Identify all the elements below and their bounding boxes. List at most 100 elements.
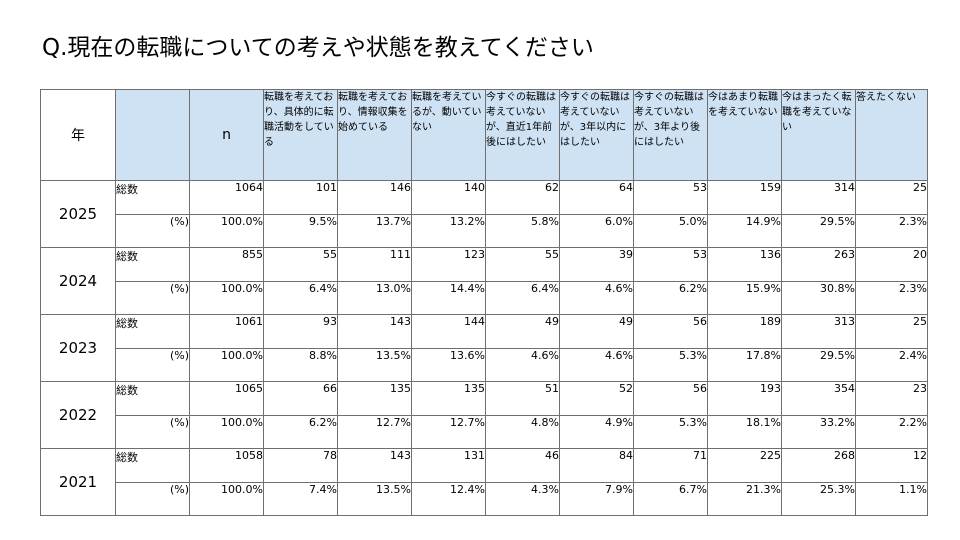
n-percent-cell: 100.0% xyxy=(189,348,264,382)
count-cell: 46 xyxy=(485,448,560,483)
n-percent-cell: 100.0% xyxy=(189,482,264,516)
count-cell: 146 xyxy=(337,180,412,215)
count-label-cell: 総数 xyxy=(115,247,190,282)
count-cell: 20 xyxy=(855,247,928,282)
count-cell: 193 xyxy=(707,381,782,416)
page-title: Q.現在の転職についての考えや状態を教えてください xyxy=(42,35,594,61)
count-cell: 55 xyxy=(485,247,560,282)
percent-cell: 7.4% xyxy=(263,482,338,516)
year-cell: 2023 xyxy=(40,314,116,382)
year-cell: 2021 xyxy=(40,448,116,516)
percent-label-cell: (%) xyxy=(115,482,190,516)
count-cell: 52 xyxy=(559,381,634,416)
percent-cell: 4.6% xyxy=(559,281,634,315)
percent-cell: 4.8% xyxy=(485,415,560,449)
percent-cell: 5.0% xyxy=(633,214,708,248)
n-count-cell: 1065 xyxy=(189,381,264,416)
label-column-header xyxy=(115,89,190,181)
percent-cell: 6.4% xyxy=(263,281,338,315)
count-cell: 135 xyxy=(337,381,412,416)
count-cell: 101 xyxy=(263,180,338,215)
percent-cell: 13.6% xyxy=(411,348,486,382)
count-cell: 62 xyxy=(485,180,560,215)
count-cell: 263 xyxy=(781,247,856,282)
table-row-percent: (%) 100.0% 6.2% 12.7% 12.7% 4.8% 4.9% 5.3% 18.1%… xyxy=(41,415,928,449)
percent-cell: 13.5% xyxy=(337,348,412,382)
count-cell: 143 xyxy=(337,314,412,349)
percent-cell: 29.5% xyxy=(781,348,856,382)
n-percent-cell: 100.0% xyxy=(189,281,264,315)
percent-cell: 12.7% xyxy=(337,415,412,449)
count-cell: 313 xyxy=(781,314,856,349)
percent-cell: 4.6% xyxy=(485,348,560,382)
percent-cell: 5.3% xyxy=(633,415,708,449)
count-cell: 189 xyxy=(707,314,782,349)
count-cell: 136 xyxy=(707,247,782,282)
survey-table: 年 n 転職を考えており、具体的に転職活動をしている 転職を考えており、情報収集… xyxy=(40,89,928,516)
count-cell: 56 xyxy=(633,314,708,349)
column-header: 転職を考えているが、動いていない xyxy=(411,89,486,181)
count-cell: 51 xyxy=(485,381,560,416)
column-header: 今すぐの転職は考えていないが、直近1年前後にはしたい xyxy=(485,89,560,181)
percent-cell: 18.1% xyxy=(707,415,782,449)
percent-cell: 1.1% xyxy=(855,482,928,516)
n-count-cell: 1064 xyxy=(189,180,264,215)
table-row-percent: (%) 100.0% 8.8% 13.5% 13.6% 4.6% 4.6% 5.3% 17.8%… xyxy=(41,348,928,382)
count-cell: 23 xyxy=(855,381,928,416)
count-cell: 268 xyxy=(781,448,856,483)
count-label-cell: 総数 xyxy=(115,314,190,349)
percent-cell: 7.9% xyxy=(559,482,634,516)
count-cell: 55 xyxy=(263,247,338,282)
percent-cell: 5.8% xyxy=(485,214,560,248)
n-percent-cell: 100.0% xyxy=(189,415,264,449)
survey-table-body: 2025 総数 1064 101 146 140 62 64 53 159 314 25 (%) 100.… xyxy=(40,180,928,516)
n-column-header: n xyxy=(189,89,264,181)
percent-cell: 17.8% xyxy=(707,348,782,382)
percent-cell: 4.3% xyxy=(485,482,560,516)
count-cell: 25 xyxy=(855,314,928,349)
table-row-count: 2024 総数 855 55 111 123 55 39 53 136 263 20 xyxy=(40,247,928,315)
count-cell: 354 xyxy=(781,381,856,416)
percent-cell: 12.7% xyxy=(411,415,486,449)
count-cell: 78 xyxy=(263,448,338,483)
count-cell: 53 xyxy=(633,247,708,282)
count-cell: 25 xyxy=(855,180,928,215)
percent-cell: 6.7% xyxy=(633,482,708,516)
count-cell: 314 xyxy=(781,180,856,215)
year-cell: 2024 xyxy=(40,247,116,315)
percent-cell: 6.0% xyxy=(559,214,634,248)
count-cell: 53 xyxy=(633,180,708,215)
count-cell: 135 xyxy=(411,381,486,416)
count-label-cell: 総数 xyxy=(115,448,190,483)
count-cell: 140 xyxy=(411,180,486,215)
year-cell: 2022 xyxy=(40,381,116,449)
table-row-percent: (%) 100.0% 9.5% 13.7% 13.2% 5.8% 6.0% 5.0% 14.9%… xyxy=(41,214,928,248)
count-cell: 93 xyxy=(263,314,338,349)
percent-cell: 13.5% xyxy=(337,482,412,516)
column-header: 転職を考えており、情報収集を始めている xyxy=(337,89,412,181)
column-header: 今すぐの転職は考えていないが、3年以内にはしたい xyxy=(559,89,634,181)
header-row: 年 n 転職を考えており、具体的に転職活動をしている 転職を考えており、情報収集… xyxy=(40,89,928,181)
column-header: 今はあまり転職を考えていない xyxy=(707,89,782,181)
percent-label-cell: (%) xyxy=(115,214,190,248)
n-count-cell: 1058 xyxy=(189,448,264,483)
percent-cell: 33.2% xyxy=(781,415,856,449)
percent-cell: 6.2% xyxy=(263,415,338,449)
count-cell: 159 xyxy=(707,180,782,215)
percent-cell: 25.3% xyxy=(781,482,856,516)
percent-cell: 30.8% xyxy=(781,281,856,315)
year-column-header: 年 xyxy=(40,89,116,181)
percent-cell: 13.2% xyxy=(411,214,486,248)
percent-cell: 2.3% xyxy=(855,281,928,315)
count-cell: 143 xyxy=(337,448,412,483)
percent-cell: 12.4% xyxy=(411,482,486,516)
year-cell: 2025 xyxy=(40,180,116,248)
percent-label-cell: (%) xyxy=(115,348,190,382)
count-cell: 12 xyxy=(855,448,928,483)
count-cell: 39 xyxy=(559,247,634,282)
count-label-cell: 総数 xyxy=(115,381,190,416)
count-cell: 123 xyxy=(411,247,486,282)
table-row-percent: (%) 100.0% 7.4% 13.5% 12.4% 4.3% 7.9% 6.7% 21.3%… xyxy=(41,482,928,516)
percent-cell: 4.9% xyxy=(559,415,634,449)
column-header: 転職を考えており、具体的に転職活動をしている xyxy=(263,89,338,181)
